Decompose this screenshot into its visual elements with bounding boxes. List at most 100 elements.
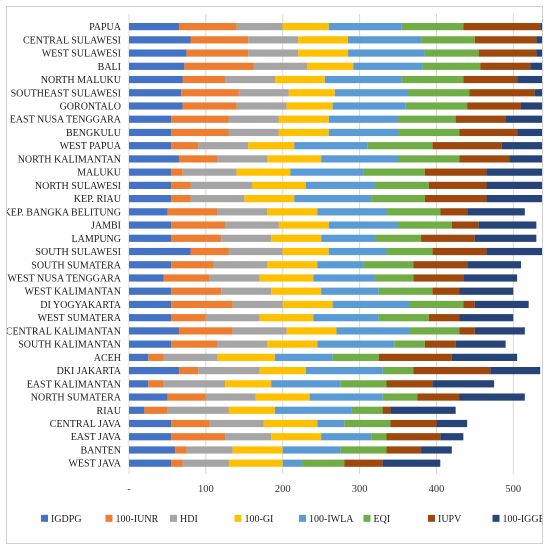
- bar-segment: [129, 261, 172, 269]
- bar-segment: [378, 287, 433, 295]
- bar-segment: [209, 274, 260, 282]
- category-label: WEST SUMATERA: [38, 313, 122, 324]
- bar-segment: [486, 181, 550, 189]
- bar-segment: [421, 234, 475, 242]
- bar-segment: [413, 261, 468, 269]
- bar-segment: [413, 366, 491, 375]
- bar-segment: [332, 353, 379, 361]
- bar-segment: [190, 181, 252, 189]
- bar-segment: [129, 36, 191, 44]
- bar-segment: [317, 208, 387, 216]
- bar-segment: [432, 380, 495, 388]
- bar-segment: [267, 340, 318, 348]
- bar-segment: [171, 433, 226, 441]
- bar-segment: [455, 340, 506, 348]
- bar-segment: [129, 181, 172, 189]
- bar-segment: [288, 89, 335, 97]
- bar-segment: [129, 49, 187, 57]
- bar-segment: [275, 75, 325, 84]
- bar-segment: [232, 446, 283, 454]
- bar-segment: [144, 406, 168, 414]
- bar-segment: [328, 115, 399, 123]
- bar-segment: [190, 195, 245, 203]
- bar-segment: [236, 168, 291, 176]
- bar-segment: [259, 274, 314, 282]
- bar-segment: [398, 221, 452, 229]
- bar-segment: [467, 208, 525, 216]
- bar-segment: [186, 446, 233, 454]
- category-label: MALUKU: [77, 168, 122, 179]
- bar-segment: [474, 327, 525, 335]
- bar-segment: [129, 433, 172, 441]
- bar-segment: [251, 181, 306, 189]
- legend-swatch: [234, 514, 242, 522]
- bar-segment: [422, 62, 481, 70]
- bar-segment: [432, 287, 460, 295]
- bar-segment: [129, 380, 149, 388]
- bar-segment: [228, 406, 276, 414]
- bar-segment: [328, 247, 387, 256]
- bar-segment: [129, 247, 191, 256]
- category-label: NORTH SUMATERA: [31, 393, 122, 404]
- bar-segment: [451, 353, 518, 361]
- category-label: BALI: [98, 62, 121, 73]
- legend-swatch: [41, 514, 48, 522]
- category-label: ACEH: [94, 353, 121, 364]
- bar-segment: [129, 221, 172, 229]
- bar-segment: [278, 221, 329, 229]
- bar-segment: [148, 353, 164, 361]
- bar-segment: [530, 62, 550, 70]
- bar-segment: [432, 247, 487, 256]
- category-labels: PAPUA CENTRAL SULAWESI WEST SULAWESI BALI NO…: [4, 22, 122, 470]
- bar-segment: [459, 287, 514, 295]
- bar-segment: [178, 366, 199, 375]
- bar-segment: [374, 181, 429, 189]
- bar-segment: [294, 195, 372, 203]
- bar-segment: [408, 89, 470, 97]
- bar-segment: [374, 274, 414, 282]
- bar-segment: [332, 102, 406, 110]
- bar-segment: [386, 380, 433, 388]
- bar-segment: [271, 234, 322, 242]
- bar-segment: [171, 287, 222, 295]
- bar-segment: [386, 433, 441, 441]
- category-label: CENTRAL SULAWESI: [23, 35, 121, 46]
- bar-segment: [463, 23, 541, 31]
- bar-segment: [336, 327, 410, 335]
- bar-segment: [367, 142, 433, 150]
- bar-segment: [424, 168, 487, 176]
- category-label: WEST KALIMANTAN: [24, 287, 121, 298]
- bar-segment: [401, 23, 464, 31]
- bar-segment: [428, 314, 460, 322]
- category-label: NORTH MALUKU: [41, 75, 122, 86]
- bar-segment: [129, 155, 179, 163]
- bar-segment: [340, 446, 387, 454]
- bar-segment: [378, 314, 429, 322]
- bar-segment: [267, 155, 322, 163]
- bar-segment: [424, 340, 456, 348]
- bars: [129, 23, 550, 467]
- bar-segment: [328, 128, 399, 137]
- legend-entry: IUPV: [438, 514, 462, 525]
- bar-segment: [534, 89, 550, 97]
- category-label: CENTRAL JAVA: [50, 419, 122, 430]
- bar-segment: [271, 287, 322, 295]
- bar-segment: [129, 23, 179, 31]
- bar-segment: [305, 366, 383, 375]
- bar-segment: [248, 142, 295, 150]
- bar-segment: [171, 181, 191, 189]
- bar-segment: [386, 446, 422, 454]
- bar-segment: [205, 314, 260, 322]
- bar-segment: [190, 36, 249, 44]
- bar-segment: [129, 459, 172, 467]
- bar-segment: [328, 221, 399, 229]
- bar-segment: [171, 195, 191, 203]
- bar-segment: [213, 261, 268, 269]
- bar-segment: [463, 75, 518, 84]
- bar-segment: [129, 353, 149, 361]
- bar-segment: [432, 142, 502, 150]
- bar-segment: [163, 380, 226, 388]
- bar-segment: [171, 142, 199, 150]
- bar-segment: [328, 23, 402, 31]
- chart-panel: PAPUA CENTRAL SULAWESI WEST SULAWESI BALI NO…: [4, 6, 550, 544]
